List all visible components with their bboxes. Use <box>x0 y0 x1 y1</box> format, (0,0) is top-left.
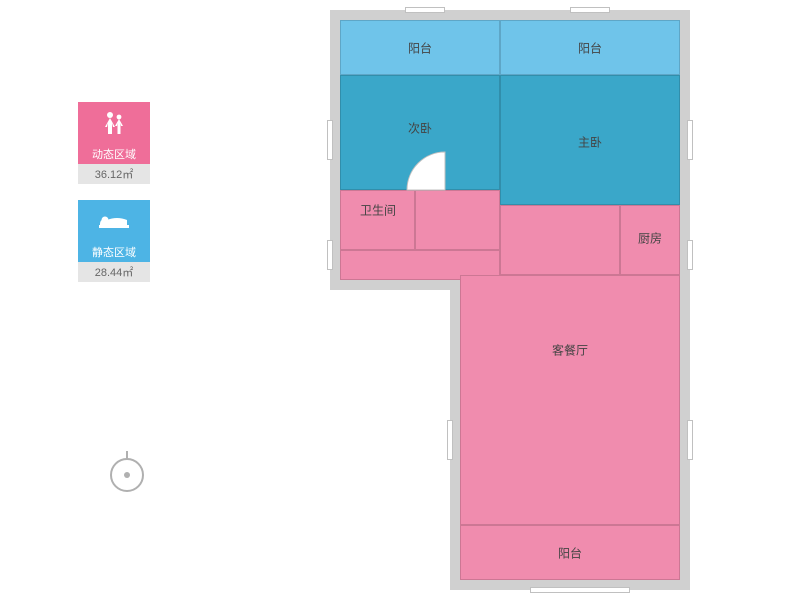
opening-5 <box>687 240 693 270</box>
opening-2 <box>327 120 333 160</box>
floor-plan: 阳台阳台次卧主卧卫生间厨房客餐厅阳台 <box>330 10 690 590</box>
legend-static-value: 28.44㎡ <box>78 262 150 282</box>
opening-7 <box>687 420 693 460</box>
legend-dynamic: 动态区域 36.12㎡ <box>78 102 150 184</box>
opening-0 <box>405 7 445 13</box>
door-arc <box>330 10 690 590</box>
compass-icon <box>110 458 144 492</box>
sleep-icon <box>78 200 150 242</box>
opening-4 <box>327 240 333 270</box>
legend-static-title: 静态区域 <box>78 242 150 262</box>
legend-dynamic-value: 36.12㎡ <box>78 164 150 184</box>
opening-1 <box>570 7 610 13</box>
opening-8 <box>530 587 630 593</box>
people-icon <box>78 102 150 144</box>
legend-static: 静态区域 28.44㎡ <box>78 200 150 282</box>
legend-dynamic-title: 动态区域 <box>78 144 150 164</box>
opening-3 <box>687 120 693 160</box>
opening-6 <box>447 420 453 460</box>
